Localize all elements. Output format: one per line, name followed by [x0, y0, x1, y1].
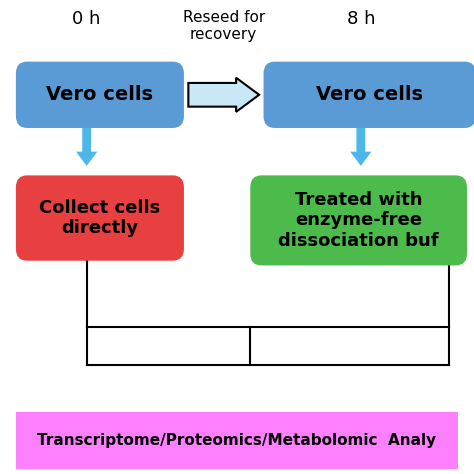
FancyArrow shape: [76, 128, 97, 166]
Text: 0 h: 0 h: [73, 10, 101, 28]
Text: Transcriptome/Proteomics/Metabolomic  Analy: Transcriptome/Proteomics/Metabolomic Ana…: [37, 433, 437, 448]
Text: Vero cells: Vero cells: [316, 85, 423, 104]
FancyBboxPatch shape: [250, 175, 467, 265]
FancyBboxPatch shape: [16, 175, 184, 261]
FancyArrow shape: [188, 78, 259, 112]
FancyArrow shape: [350, 128, 372, 166]
Text: 8 h: 8 h: [346, 10, 375, 28]
Text: Reseed for
recovery: Reseed for recovery: [182, 10, 265, 42]
FancyBboxPatch shape: [16, 62, 184, 128]
Text: Collect cells
directly: Collect cells directly: [39, 199, 161, 237]
Text: Treated with
enzyme-free
dissociation buf: Treated with enzyme-free dissociation bu…: [278, 191, 439, 250]
Bar: [16, 412, 458, 469]
FancyBboxPatch shape: [264, 62, 474, 128]
Text: Vero cells: Vero cells: [46, 85, 154, 104]
